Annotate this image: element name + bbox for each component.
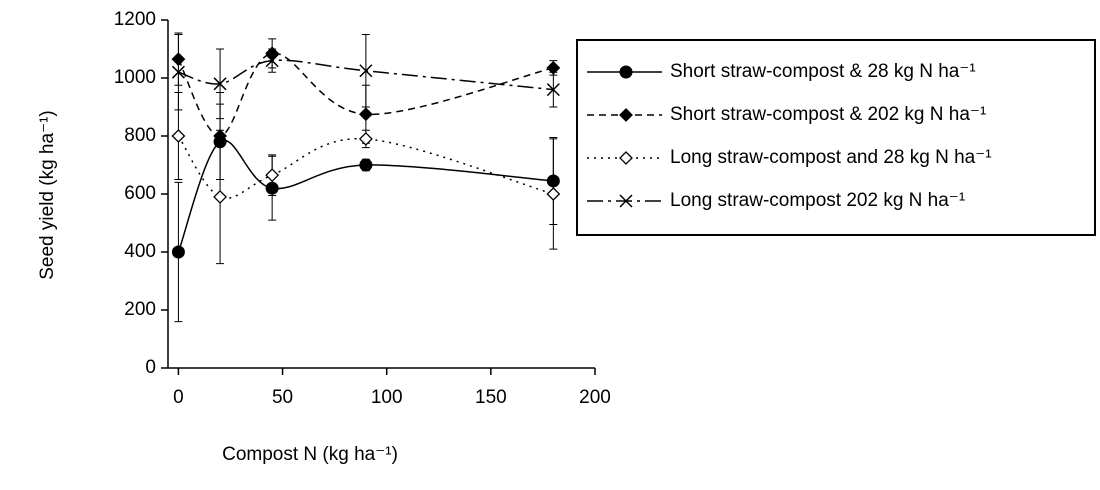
marker: [359, 64, 373, 78]
marker: [213, 189, 227, 204]
y-tick-label: 400: [124, 241, 156, 262]
y-tick-label: 600: [124, 183, 156, 204]
legend-label: Short straw-compost & 28 kg N ha⁻¹: [670, 61, 976, 82]
y-tick-label: 1200: [114, 9, 156, 30]
x-tick-label: 50: [272, 387, 293, 408]
x-tick-label: 200: [579, 387, 611, 408]
series-line: [177, 52, 554, 137]
marker: [619, 151, 633, 165]
marker: [619, 65, 633, 79]
x-axis-label: Compost N (kg ha⁻¹): [222, 444, 398, 465]
marker: [358, 107, 373, 122]
marker: [171, 129, 186, 143]
legend-label: Long straw-compost and 28 kg N ha⁻¹: [670, 147, 992, 168]
marker: [359, 158, 373, 172]
y-tick-label: 0: [145, 357, 156, 378]
legend-label: Long straw-compost 202 kg N ha⁻¹: [670, 190, 965, 211]
marker: [619, 194, 633, 208]
series-line: [177, 139, 554, 253]
marker: [619, 108, 633, 122]
legend-label: Short straw-compost & 202 kg N ha⁻¹: [670, 104, 986, 125]
marker: [546, 83, 560, 97]
marker: [171, 65, 185, 79]
x-tick-label: 100: [371, 387, 403, 408]
marker: [171, 245, 185, 259]
marker: [213, 77, 227, 91]
marker: [265, 168, 280, 183]
x-tick-label: 0: [173, 387, 184, 408]
marker: [358, 131, 373, 146]
series-line: [177, 135, 554, 199]
y-tick-label: 200: [124, 299, 156, 320]
y-tick-label: 800: [124, 125, 156, 146]
series-line: [178, 59, 554, 91]
y-axis-label: Seed yield (kg ha⁻¹): [37, 110, 58, 280]
marker: [265, 54, 279, 68]
legend-box: [576, 39, 1096, 236]
x-tick-label: 150: [475, 387, 507, 408]
y-tick-label: 1000: [114, 67, 156, 88]
marker: [546, 187, 561, 201]
